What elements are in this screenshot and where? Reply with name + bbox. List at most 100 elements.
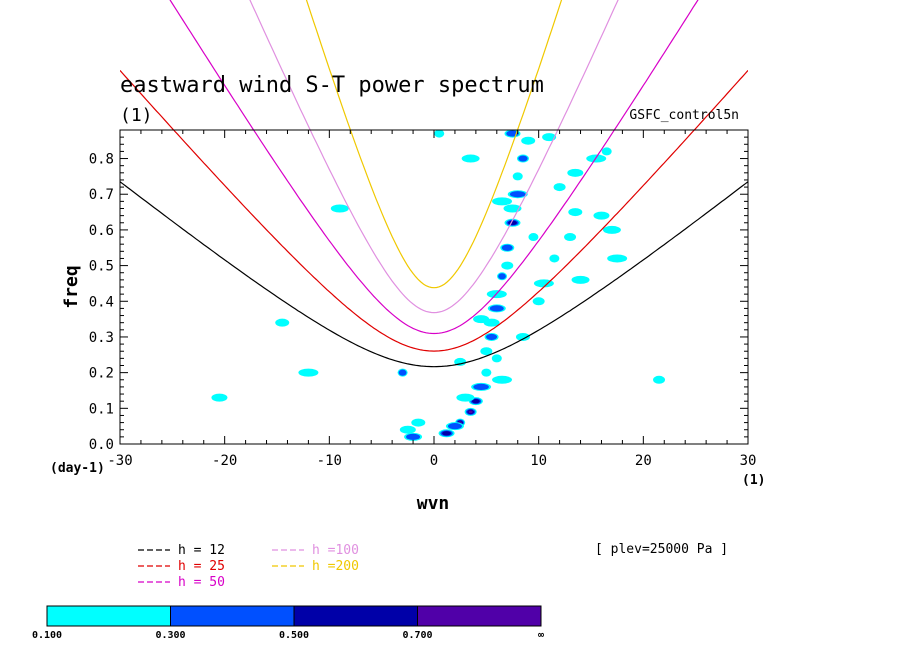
- legend-label: h = 12: [178, 543, 225, 558]
- x-tick-label: -20: [212, 453, 237, 469]
- colorbar-label: 0.300: [155, 630, 185, 641]
- dispersion-curves-inside: [120, 130, 748, 368]
- contour-patch-level-1: [447, 423, 462, 430]
- colorbar-segment: [293, 605, 418, 627]
- model-label: GSFC_control5n: [629, 108, 739, 123]
- contour-patch-level-0: [298, 368, 319, 377]
- x-tick-label: 0: [430, 453, 438, 469]
- colorbar-label: 0.100: [32, 630, 62, 641]
- contour-patch-level-0: [542, 133, 557, 142]
- dispersion-curve-top-100: [249, 0, 619, 130]
- x-tick-label: 10: [530, 453, 547, 469]
- contour-patch-level-0: [564, 233, 577, 242]
- contour-patch-level-1: [486, 333, 498, 341]
- colorbar-label: 0.700: [402, 630, 432, 641]
- legend-label: h =200: [312, 559, 359, 574]
- y-tick-label: 0.0: [89, 437, 114, 453]
- contour-patch-level-0: [532, 297, 545, 306]
- contour-patch-level-0: [491, 354, 502, 363]
- contour-patch-level-0: [521, 136, 536, 145]
- y-tick-label: 0.4: [89, 294, 114, 310]
- contour-patch-level-0: [211, 393, 228, 402]
- contour-patch-level-0: [480, 347, 493, 356]
- dispersion-curve-50: [252, 130, 616, 335]
- contour-patch-level-0: [411, 418, 426, 427]
- contour-patch-level-0: [528, 233, 539, 242]
- contour-patch-level-0: [567, 168, 584, 177]
- dispersion-curve-top-50: [169, 0, 699, 130]
- contour-patch-level-2: [442, 431, 452, 436]
- contour-patch-level-0: [586, 154, 607, 163]
- contour-patch-level-0: [602, 225, 621, 234]
- legend-label: h =100: [312, 543, 359, 558]
- contour-patch-level-0: [515, 332, 530, 341]
- y-tick-label: 0.5: [89, 259, 114, 275]
- contour-patch-level-0: [503, 204, 522, 213]
- x-unit-left: (day-1): [50, 461, 105, 476]
- x-tick-label: -30: [107, 453, 132, 469]
- contour-patch-level-0: [601, 147, 612, 156]
- contour-patch-level-1: [398, 369, 407, 376]
- y-tick-label: 0.2: [89, 366, 114, 382]
- y-axis-ticks: 0.0 0.1 0.2 0.3 0.4 0.5 0.6 0.7 0.8: [89, 136, 748, 453]
- contour-patch-level-0: [461, 154, 480, 163]
- contour-patch-level-2: [471, 398, 480, 404]
- dispersion-curve-top-12: [120, 182, 748, 367]
- contour-patch-level-0: [653, 375, 666, 384]
- contour-patch-level-1: [498, 273, 506, 280]
- contour-patch-level-1: [518, 155, 528, 162]
- x-axis-ticks: -30 -20 -10 0 10 20 30: [107, 130, 756, 469]
- contour-patch-level-0: [399, 425, 416, 434]
- y-tick-label: 0.7: [89, 187, 114, 203]
- colorbar: 0.100 0.300 0.500 0.700 ∞: [32, 605, 544, 641]
- level-note: [ plev=25000 Pa ]: [595, 542, 728, 557]
- dispersion-curve-200: [349, 130, 519, 289]
- contour-patch-level-0: [568, 208, 583, 217]
- dispersion-curve-100: [309, 130, 559, 314]
- contour-patch-level-0: [481, 368, 492, 377]
- colorbar-segment: [46, 605, 171, 627]
- contour-patch-level-0: [492, 375, 513, 384]
- contour-patch-level-3: [468, 410, 473, 414]
- dispersion-curves-outside: [120, 0, 748, 367]
- y-axis-label: freq: [61, 265, 82, 308]
- colorbar-segment: [417, 605, 542, 627]
- contour-patch-level-0: [593, 211, 610, 220]
- colorbar-label: 0.500: [279, 630, 309, 641]
- contour-patch-level-0: [553, 183, 566, 192]
- contour-patch-level-1: [489, 305, 504, 312]
- colorbar-segment: [170, 605, 295, 627]
- contour-patch-level-1: [406, 433, 421, 440]
- contour-patch-level-0: [607, 254, 628, 263]
- dispersion-curve-12: [120, 181, 748, 368]
- contour-patch-level-1: [473, 383, 489, 391]
- contour-patch-level-1: [509, 191, 526, 198]
- legend-label: h = 50: [178, 575, 225, 590]
- x-unit-right: (1): [742, 473, 765, 488]
- x-tick-label: 20: [635, 453, 652, 469]
- contour-patch-level-0: [456, 393, 475, 402]
- chart-title: eastward wind S-T power spectrum: [120, 73, 544, 98]
- contour-patch-level-0: [492, 197, 513, 206]
- y-tick-label: 0.1: [89, 401, 114, 417]
- contour-patch-level-0: [275, 318, 290, 327]
- contour-patch-level-0: [571, 275, 590, 284]
- x-axis-label: wvn: [417, 493, 450, 514]
- contour-patch-level-0: [549, 254, 560, 263]
- chart-subtitle: (1): [120, 105, 153, 126]
- x-tick-label: -10: [317, 453, 342, 469]
- contour-patch-level-0: [434, 130, 445, 138]
- x-tick-label: 30: [740, 453, 757, 469]
- contour-patch-level-0: [512, 172, 523, 181]
- contour-patch-level-0: [473, 315, 490, 324]
- contour-patch-level-1: [501, 244, 513, 251]
- dispersion-curve-top-200: [305, 0, 563, 130]
- y-tick-label: 0.8: [89, 152, 114, 168]
- contour-layer: [211, 130, 666, 441]
- y-tick-label: 0.3: [89, 330, 114, 346]
- legend-label: h = 25: [178, 559, 225, 574]
- y-tick-label: 0.6: [89, 223, 114, 239]
- contour-patch-level-0: [330, 204, 349, 213]
